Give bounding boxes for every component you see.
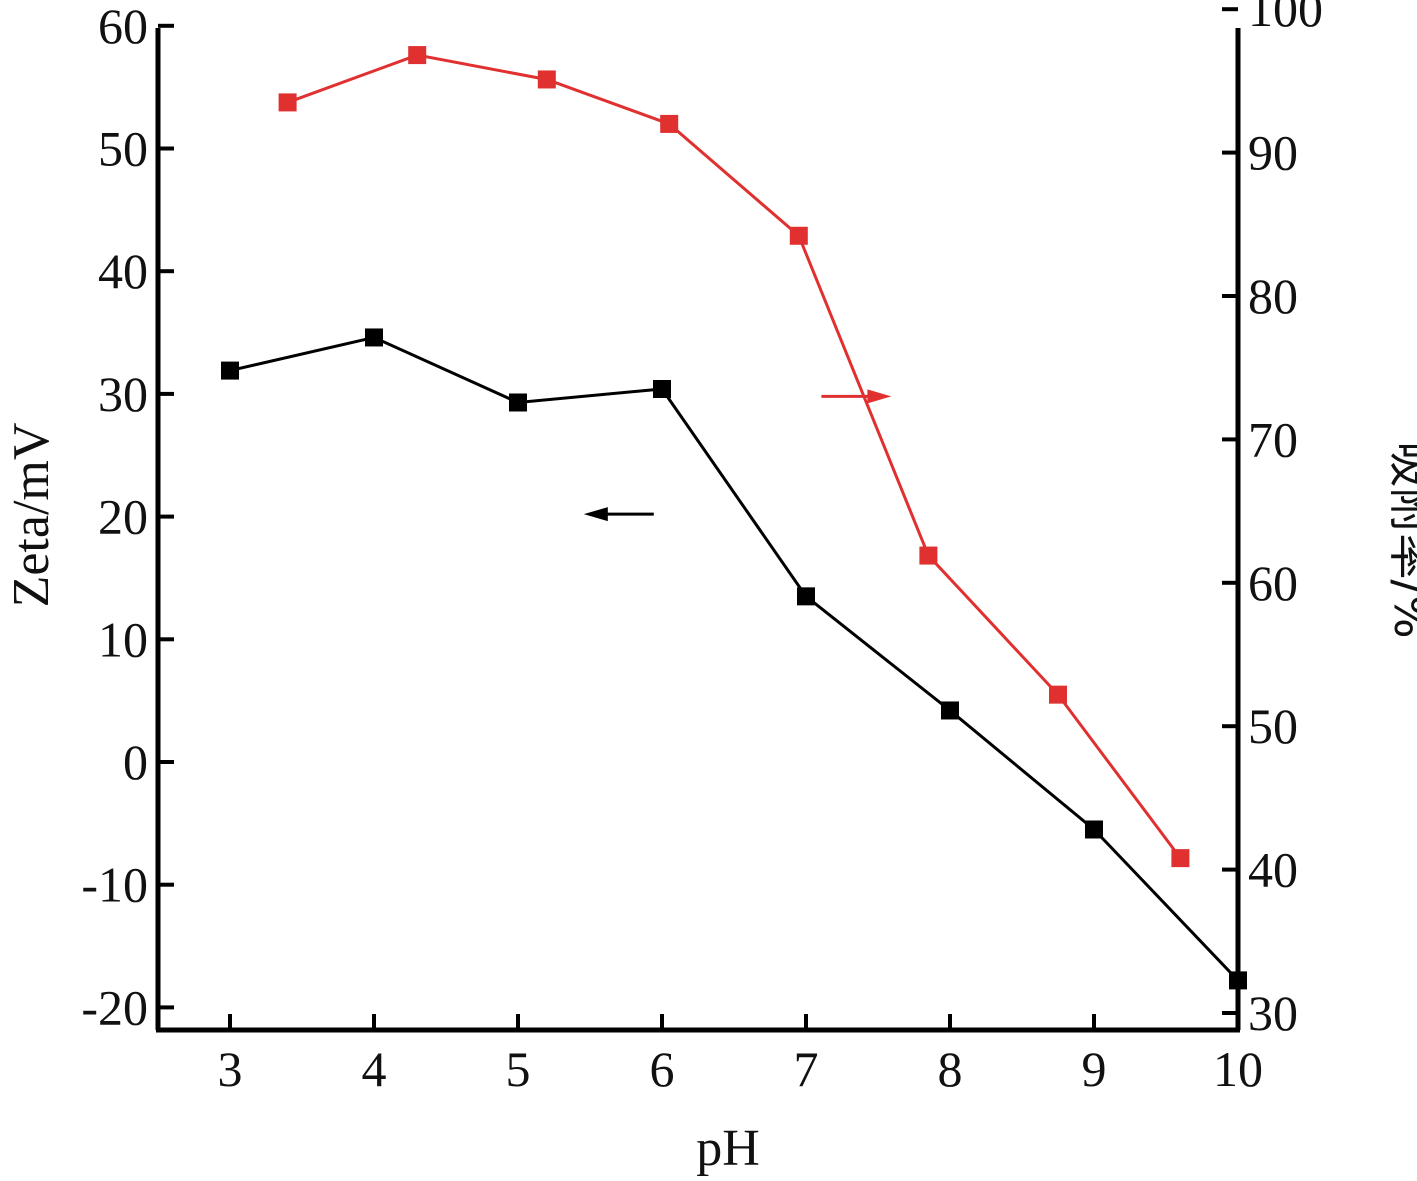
- x-axis-title: pH: [696, 1120, 760, 1177]
- data-point-right: [537, 70, 556, 89]
- data-point-left: [509, 393, 527, 412]
- data-point-left: [1085, 820, 1103, 839]
- y-left-tick-label: 50: [98, 121, 148, 177]
- y-right-tick-label: 80: [1248, 268, 1298, 324]
- series-layer: [221, 46, 1247, 990]
- data-point-left: [1229, 971, 1247, 990]
- series-line-right: [287, 53, 1182, 860]
- y-right-tick-label: 50: [1248, 698, 1298, 754]
- y-left-tick-label: 40: [98, 243, 148, 299]
- data-point-right: [278, 93, 297, 112]
- arrow-right-head: [867, 389, 892, 404]
- y-right-tick-label: 40: [1248, 842, 1298, 898]
- data-point-right: [408, 46, 427, 65]
- x-tick-label: 3: [218, 1041, 243, 1097]
- x-tick-label: 5: [506, 1041, 531, 1097]
- y-left-tick-label: -20: [81, 979, 148, 1035]
- data-point-right: [660, 114, 679, 133]
- data-point-right: [789, 226, 808, 245]
- y-right-tick-label: 70: [1248, 411, 1298, 467]
- plot-frame: [155, 28, 1241, 1033]
- data-point-left: [797, 587, 815, 606]
- data-point-left: [653, 379, 671, 398]
- y-right-tick-label: 90: [1248, 125, 1298, 181]
- x-tick-label: 9: [1082, 1041, 1107, 1097]
- data-point-left: [941, 701, 959, 720]
- x-tick-label: 6: [650, 1041, 675, 1097]
- y-right-tick-label: 30: [1248, 985, 1298, 1041]
- x-tick-label: 7: [794, 1041, 819, 1097]
- y-axis-left-title: Zeta/mV: [3, 423, 60, 608]
- series-line-left: [229, 335, 1240, 982]
- data-point-left: [221, 361, 239, 380]
- y-right-tick-label: 100: [1248, 0, 1323, 37]
- y-left-tick-label: -10: [81, 857, 148, 913]
- y-left-tick-label: 0: [123, 734, 148, 790]
- y-left-tick-label: 10: [98, 611, 148, 667]
- y-right-tick-label: 60: [1248, 555, 1298, 611]
- x-tick-label: 8: [938, 1041, 963, 1097]
- y-left-tick-label: 60: [98, 0, 148, 54]
- data-point-right: [919, 546, 938, 565]
- x-tick-label: 4: [362, 1041, 387, 1097]
- ticks: 3 4 5 6 7 8 9 10 -20 -10 0 10 20 30 40 50 60 30 40 50 60 70 80…: [81, 0, 1323, 1097]
- data-point-right: [1049, 685, 1067, 704]
- arrow-left-head: [583, 507, 608, 522]
- data-point-right: [1171, 849, 1190, 868]
- y-left-tick-label: 30: [98, 366, 148, 422]
- data-point-left: [365, 328, 383, 347]
- annotations: [583, 389, 892, 522]
- y-axis-right-title: 吸附率/%: [1384, 441, 1417, 638]
- y-left-tick-label: 20: [98, 489, 148, 545]
- x-tick-label: 10: [1213, 1041, 1263, 1097]
